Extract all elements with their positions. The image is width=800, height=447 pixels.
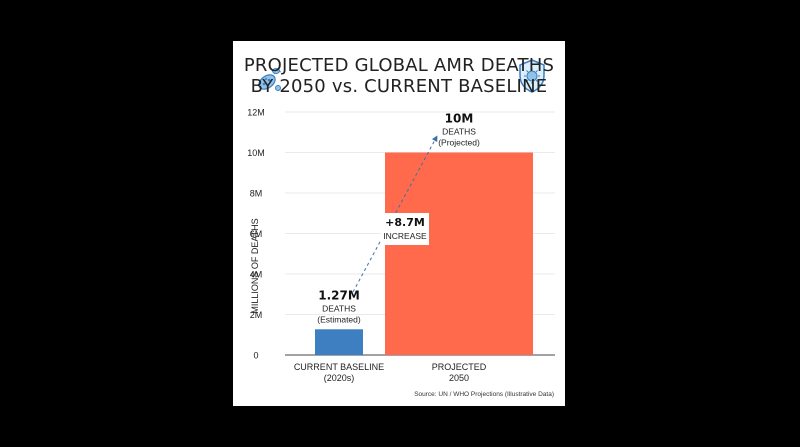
y-tick-label: 10M <box>247 148 265 158</box>
annotation-text: INCREASE <box>383 231 427 241</box>
source-note: Source: UN / WHO Projections (Illustrati… <box>414 391 554 398</box>
y-tick-label: 2M <box>250 310 263 320</box>
bar-current-baseline <box>315 329 363 355</box>
x-tick-label: PROJECTED <box>432 362 487 372</box>
bar-projected-2050 <box>385 152 533 355</box>
bacteria-icon <box>254 62 284 96</box>
data-label-value: 1.27M <box>318 288 360 302</box>
shield-virus-icon <box>517 57 547 95</box>
increase-arrow <box>352 135 438 293</box>
x-tick-label: CURRENT BASELINE <box>294 362 384 372</box>
data-label-note: (Estimated) <box>317 314 361 324</box>
data-label-text: DEATHS <box>442 127 476 137</box>
y-tick-label: 6M <box>250 229 263 239</box>
x-tick-label-sub: 2050 <box>449 373 469 383</box>
data-label-note: (Projected) <box>438 138 480 148</box>
y-tick-label: 0 <box>253 351 258 361</box>
chart-card: PROJECTED GLOBAL AMR DEATHS BY 2050 vs. … <box>233 41 565 406</box>
y-tick-label: 8M <box>250 189 263 199</box>
y-tick-label: 12M <box>247 108 265 118</box>
chart-title: PROJECTED GLOBAL AMR DEATHS BY 2050 vs. … <box>233 55 565 97</box>
data-label-text: DEATHS <box>322 303 356 313</box>
data-label-value: 10M <box>445 112 474 126</box>
plot-area: 02M4M6M8M10M12M1.27MDEATHS(Estimated)CUR… <box>247 108 555 383</box>
y-tick-label: 4M <box>250 270 263 280</box>
title-line-1: PROJECTED GLOBAL AMR DEATHS <box>243 55 555 76</box>
annotation-background <box>381 213 429 245</box>
title-line-2: BY 2050 vs. CURRENT BASELINE <box>250 76 548 97</box>
x-tick-label-sub: (2020s) <box>324 373 355 383</box>
annotation-value: +8.7M <box>385 216 425 229</box>
